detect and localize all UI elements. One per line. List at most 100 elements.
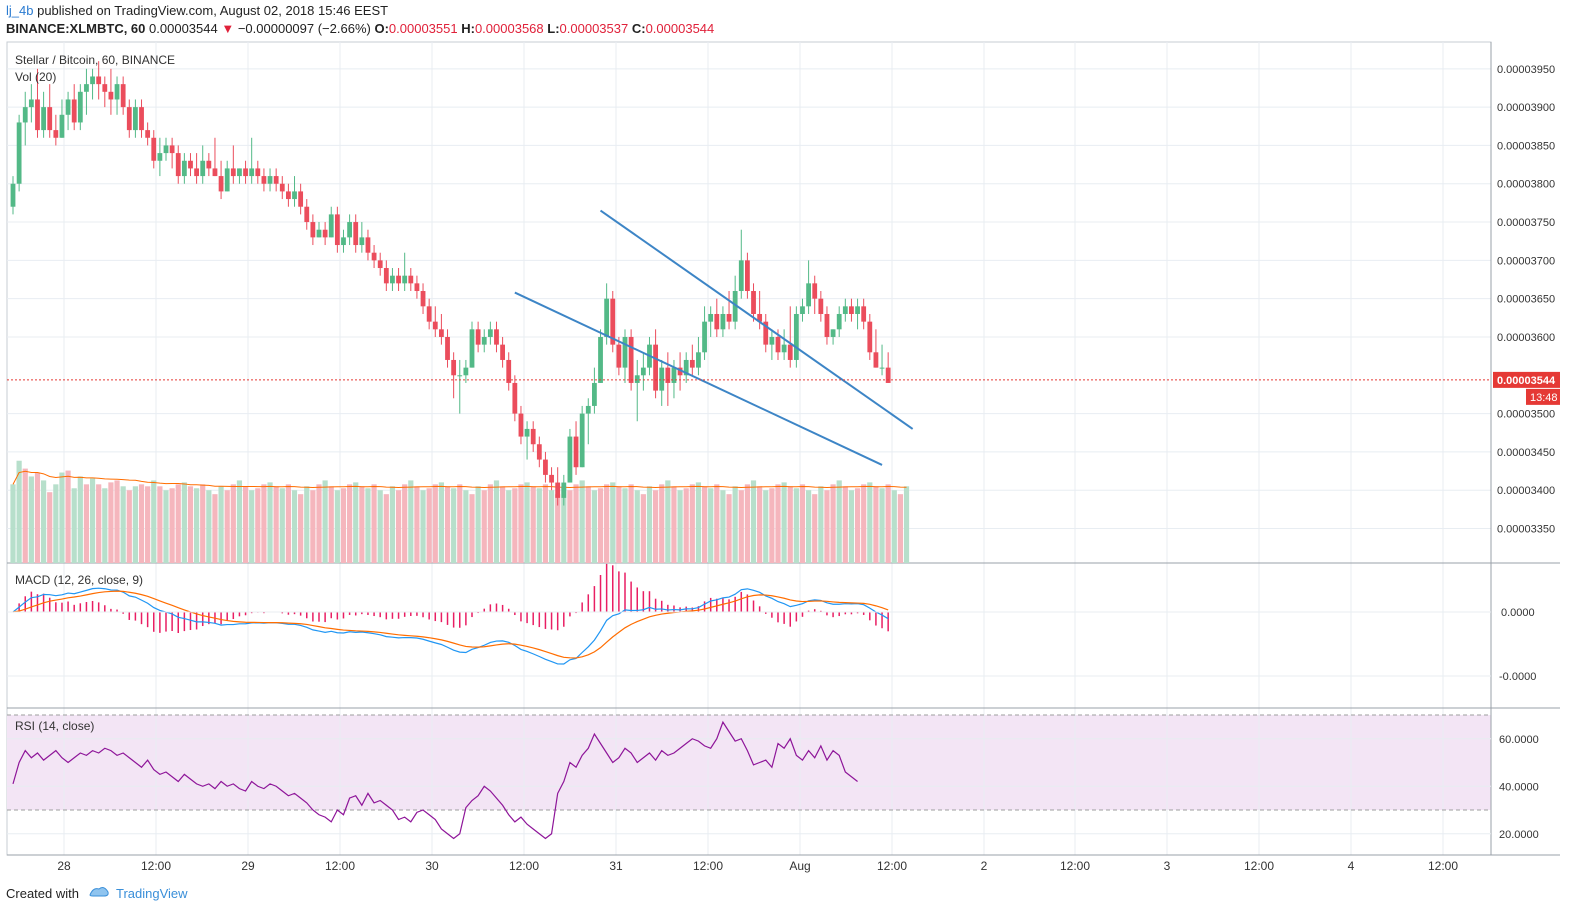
- candle-body: [879, 367, 885, 369]
- volume-bar: [41, 480, 47, 563]
- candle-body: [494, 329, 499, 345]
- volume-bar: [28, 476, 34, 563]
- y-tick-label: 0.00003600: [1497, 332, 1555, 344]
- volume-bar: [701, 486, 708, 563]
- y-tick-label: 0.00003950: [1497, 64, 1555, 76]
- volume-bar: [530, 486, 536, 563]
- candle-body: [432, 321, 438, 330]
- candle-body: [500, 344, 505, 360]
- candle-body: [341, 237, 346, 246]
- volume-bar: [304, 486, 310, 563]
- candle-body: [800, 306, 805, 314]
- macd-tick-label: -0.0000: [1499, 671, 1536, 683]
- volume-bar: [200, 484, 206, 563]
- candle-body: [237, 168, 242, 177]
- chart-canvas[interactable]: 28 12:00 29 12:00 30 12:00 31 12:00 Aug 12:00 2 12:…: [0, 0, 1585, 876]
- candle-body: [469, 329, 475, 368]
- candle-body: [806, 283, 811, 307]
- high-value: 0.00003568: [474, 21, 544, 36]
- volume-bar: [432, 484, 438, 563]
- candle-body: [592, 382, 597, 406]
- volume-bar: [689, 484, 695, 563]
- volume-bar: [359, 486, 365, 563]
- tradingview-link[interactable]: TradingView: [116, 886, 188, 901]
- candle-body: [439, 329, 444, 337]
- y-tick-label: 0.00003650: [1497, 294, 1555, 306]
- x-tick-label: Aug: [789, 859, 810, 873]
- author-link[interactable]: lj_4b: [6, 3, 34, 18]
- open-label: O:: [374, 21, 389, 36]
- x-tick-label: 4: [1348, 859, 1355, 873]
- volume-bar: [579, 480, 585, 563]
- candle-body: [812, 283, 818, 299]
- trendline-lower: [514, 291, 883, 466]
- candle-body: [475, 329, 481, 345]
- x-tick-label: 31: [609, 859, 623, 873]
- volume-bar: [512, 488, 518, 563]
- candle-body: [824, 313, 830, 337]
- volume-bar: [854, 488, 861, 563]
- candle-body: [543, 459, 548, 475]
- volume-bar: [781, 482, 787, 563]
- candle-body: [71, 99, 77, 123]
- candle-body: [16, 122, 22, 184]
- candle-body: [751, 291, 756, 314]
- candle-body: [120, 84, 126, 108]
- volume-bar: [242, 486, 249, 563]
- volume-bar: [769, 488, 775, 563]
- volume-bar: [298, 494, 304, 563]
- volume-bar: [218, 486, 224, 563]
- volume-bar: [451, 488, 457, 563]
- volume-bar: [163, 490, 169, 563]
- candle-body: [243, 168, 248, 177]
- countdown-label: 13:48: [1530, 392, 1558, 404]
- volume-bar: [634, 490, 640, 563]
- candle-body: [28, 99, 34, 108]
- candle-body: [359, 237, 365, 246]
- candle-body: [163, 145, 169, 154]
- volume-bar: [16, 460, 22, 563]
- y-tick-label: 0.00003400: [1497, 485, 1555, 497]
- volume-bar: [420, 490, 426, 563]
- candle-body: [402, 275, 408, 284]
- volume-bar: [34, 472, 41, 563]
- volume-bar: [224, 490, 230, 563]
- rsi-tick-label: 20.0000: [1499, 829, 1539, 841]
- volume-bar: [255, 488, 261, 563]
- publish-text: published on TradingView.com, August 02,…: [37, 3, 389, 18]
- candle-body: [35, 99, 40, 131]
- symbol-label: BINANCE:XLMBTC, 60: [6, 21, 146, 36]
- candle-body: [524, 428, 530, 437]
- candle-body: [224, 168, 230, 192]
- candle-body: [322, 229, 328, 238]
- candle-body: [677, 367, 683, 376]
- volume-bar: [597, 488, 604, 563]
- candle-body: [720, 313, 726, 330]
- volume-bar: [316, 484, 322, 563]
- macd-title: MACD (12, 26, close, 9): [15, 573, 143, 587]
- volume-bar: [622, 488, 628, 563]
- macd-line: [12, 587, 889, 665]
- candle-body: [481, 336, 487, 345]
- volume-bar: [47, 492, 53, 563]
- volume-bar: [383, 494, 389, 563]
- candle-body: [310, 222, 316, 238]
- low-value: 0.00003537: [559, 21, 629, 36]
- volume-bar: [567, 490, 573, 563]
- y-tick-label: 0.00003450: [1497, 447, 1555, 459]
- candle-body: [316, 229, 322, 238]
- candle-body: [518, 413, 524, 437]
- candle-body: [604, 298, 610, 337]
- volume-bar: [444, 486, 451, 563]
- volume-bar: [818, 486, 824, 563]
- x-tick-label: 29: [241, 859, 255, 873]
- candle-body: [145, 130, 151, 138]
- volume-bar: [665, 480, 671, 563]
- candle-body: [53, 130, 59, 138]
- volume-bar: [426, 488, 432, 563]
- candle-body: [555, 482, 561, 498]
- volume-bar: [89, 478, 96, 563]
- candle-body: [200, 160, 206, 177]
- candle-body: [775, 336, 781, 353]
- volume-bar: [542, 484, 549, 563]
